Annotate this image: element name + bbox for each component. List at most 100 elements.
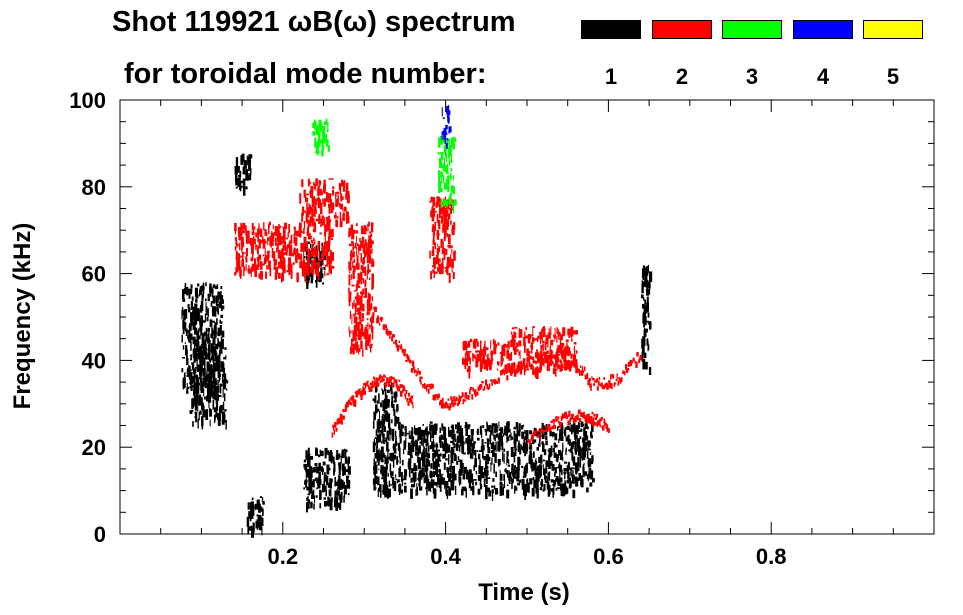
spectrum-trace-mode-2 [598, 376, 601, 380]
spectrum-mark-mode-1 [506, 422, 508, 425]
spectrum-mark-mode-2 [345, 193, 348, 200]
spectrum-mark-mode-1 [385, 485, 389, 496]
spectrum-mark-mode-3 [316, 130, 320, 134]
spectrum-mark-mode-2 [369, 256, 372, 261]
spectrum-mark-mode-1 [382, 433, 385, 444]
spectrum-mark-mode-2 [240, 246, 243, 251]
spectrum-mark-mode-2 [327, 221, 331, 231]
spectrum-mark-mode-2 [503, 343, 507, 348]
spectrum-mark-mode-1 [556, 426, 559, 431]
spectrum-mark-mode-2 [366, 301, 369, 312]
spectrum-mark-mode-1 [194, 389, 197, 395]
spectrum-mark-mode-2 [313, 237, 315, 241]
spectrum-mark-mode-2 [360, 340, 363, 349]
spectrum-mark-mode-3 [317, 126, 320, 132]
spectrum-mark-mode-2 [366, 269, 368, 280]
spectrum-mark-mode-2 [451, 225, 455, 235]
spectrum-mark-mode-1 [401, 426, 403, 435]
spectrum-trace-mode-2 [448, 405, 451, 411]
spectrum-mark-mode-1 [482, 448, 484, 459]
spectrum-mark-mode-1 [379, 410, 380, 419]
spectrum-trace-mode-2 [590, 416, 593, 422]
spectrum-mark-mode-1 [413, 463, 416, 472]
spectrum-mark-mode-1 [182, 307, 184, 316]
spectrum-mark-mode-1 [208, 373, 210, 383]
spectrum-mark-mode-1 [201, 351, 205, 356]
spectrum-mark-mode-1 [550, 445, 553, 456]
spectrum-mark-mode-1 [521, 465, 524, 468]
spectrum-mark-mode-1 [471, 442, 475, 453]
spectrum-trace-mode-2 [607, 427, 610, 433]
spectrum-mark-mode-1 [418, 461, 421, 470]
spectrum-mark-mode-2 [348, 287, 350, 293]
spectrum-trace-mode-2 [452, 402, 455, 407]
spectrum-mark-mode-1 [379, 484, 382, 492]
spectrum-mark-mode-2 [318, 199, 321, 208]
spectrum-mark-mode-3 [450, 168, 453, 172]
spectrum-mark-mode-1 [535, 428, 537, 436]
spectrum-mark-mode-2 [309, 266, 312, 273]
spectrum-mark-mode-1 [586, 474, 590, 480]
spectrum-mark-mode-1 [188, 307, 191, 313]
spectrum-mark-mode-2 [254, 262, 257, 270]
spectrum-mark-mode-1 [581, 450, 583, 461]
spectrum-mark-mode-1 [376, 453, 380, 462]
spectrum-trace-mode-2 [465, 391, 467, 396]
spectrum-mark-mode-1 [421, 460, 425, 467]
spectrum-mark-mode-1 [551, 463, 555, 471]
spectrum-mark-mode-1 [347, 493, 350, 496]
spectrum-mark-mode-1 [499, 469, 501, 474]
spectrum-mark-mode-2 [567, 328, 571, 336]
spectrum-mark-mode-1 [417, 429, 421, 439]
spectrum-mark-mode-1 [323, 497, 326, 500]
spectrum-mark-mode-2 [337, 195, 339, 206]
spectrum-mark-mode-2 [342, 212, 345, 221]
spectrum-mark-mode-1 [322, 484, 326, 492]
spectrum-mark-mode-2 [451, 259, 454, 269]
spectrum-mark-mode-2 [438, 224, 441, 230]
spectrum-mark-mode-1 [329, 450, 331, 461]
spectrum-mark-mode-3 [327, 145, 331, 152]
spectrum-mark-mode-1 [399, 429, 402, 438]
spectrum-mark-mode-2 [344, 206, 347, 212]
spectrum-mark-mode-2 [302, 259, 305, 270]
spectrum-mark-mode-1 [209, 283, 212, 290]
spectrum-mark-mode-2 [262, 263, 265, 266]
spectrum-mark-mode-1 [221, 330, 225, 338]
spectrum-mark-mode-1 [201, 294, 204, 301]
spectrum-trace-mode-2 [388, 379, 391, 384]
spectrum-mark-mode-1 [426, 434, 429, 443]
spectrum-mark-mode-1 [209, 370, 213, 382]
spectrum-mark-mode-1 [202, 359, 204, 363]
spectrum-mark-mode-2 [306, 264, 310, 273]
spectrum-mark-mode-1 [420, 436, 423, 446]
spectrum-trace-mode-2 [591, 376, 593, 379]
spectrum-mark-mode-1 [519, 479, 522, 483]
spectrum-mark-mode-1 [417, 457, 421, 463]
spectrum-mark-mode-2 [362, 257, 365, 265]
spectrum-mark-mode-1 [492, 478, 495, 482]
spectrum-mark-mode-3 [445, 165, 449, 168]
spectrum-mark-mode-2 [431, 250, 435, 257]
spectrum-mark-mode-2 [325, 253, 327, 256]
spectrum-mark-mode-1 [194, 352, 198, 361]
spectrum-mark-mode-1 [212, 320, 215, 323]
spectrum-mark-mode-1 [396, 416, 400, 424]
spectrum-trace-mode-2 [563, 348, 566, 353]
spectrum-mark-mode-1 [581, 423, 585, 427]
spectrum-mark-mode-4 [441, 107, 443, 117]
spectrum-trace-mode-2 [395, 344, 398, 348]
spectrum-mark-mode-1 [214, 381, 216, 390]
spectrum-mark-mode-2 [355, 316, 358, 327]
spectrum-mark-mode-2 [432, 269, 435, 274]
spectrum-mark-mode-1 [513, 437, 517, 448]
spectrum-trace-mode-2 [613, 382, 616, 387]
spectrum-mark-mode-1 [217, 337, 219, 347]
spectrum-mark-mode-1 [341, 449, 345, 459]
spectrum-mark-mode-1 [192, 368, 196, 371]
spectrum-mark-mode-1 [471, 431, 474, 442]
spectrum-trace-mode-2 [399, 384, 402, 388]
spectrum-mark-mode-1 [642, 346, 644, 355]
spectrum-mark-mode-1 [519, 449, 522, 455]
spectrum-mark-mode-2 [435, 201, 438, 209]
